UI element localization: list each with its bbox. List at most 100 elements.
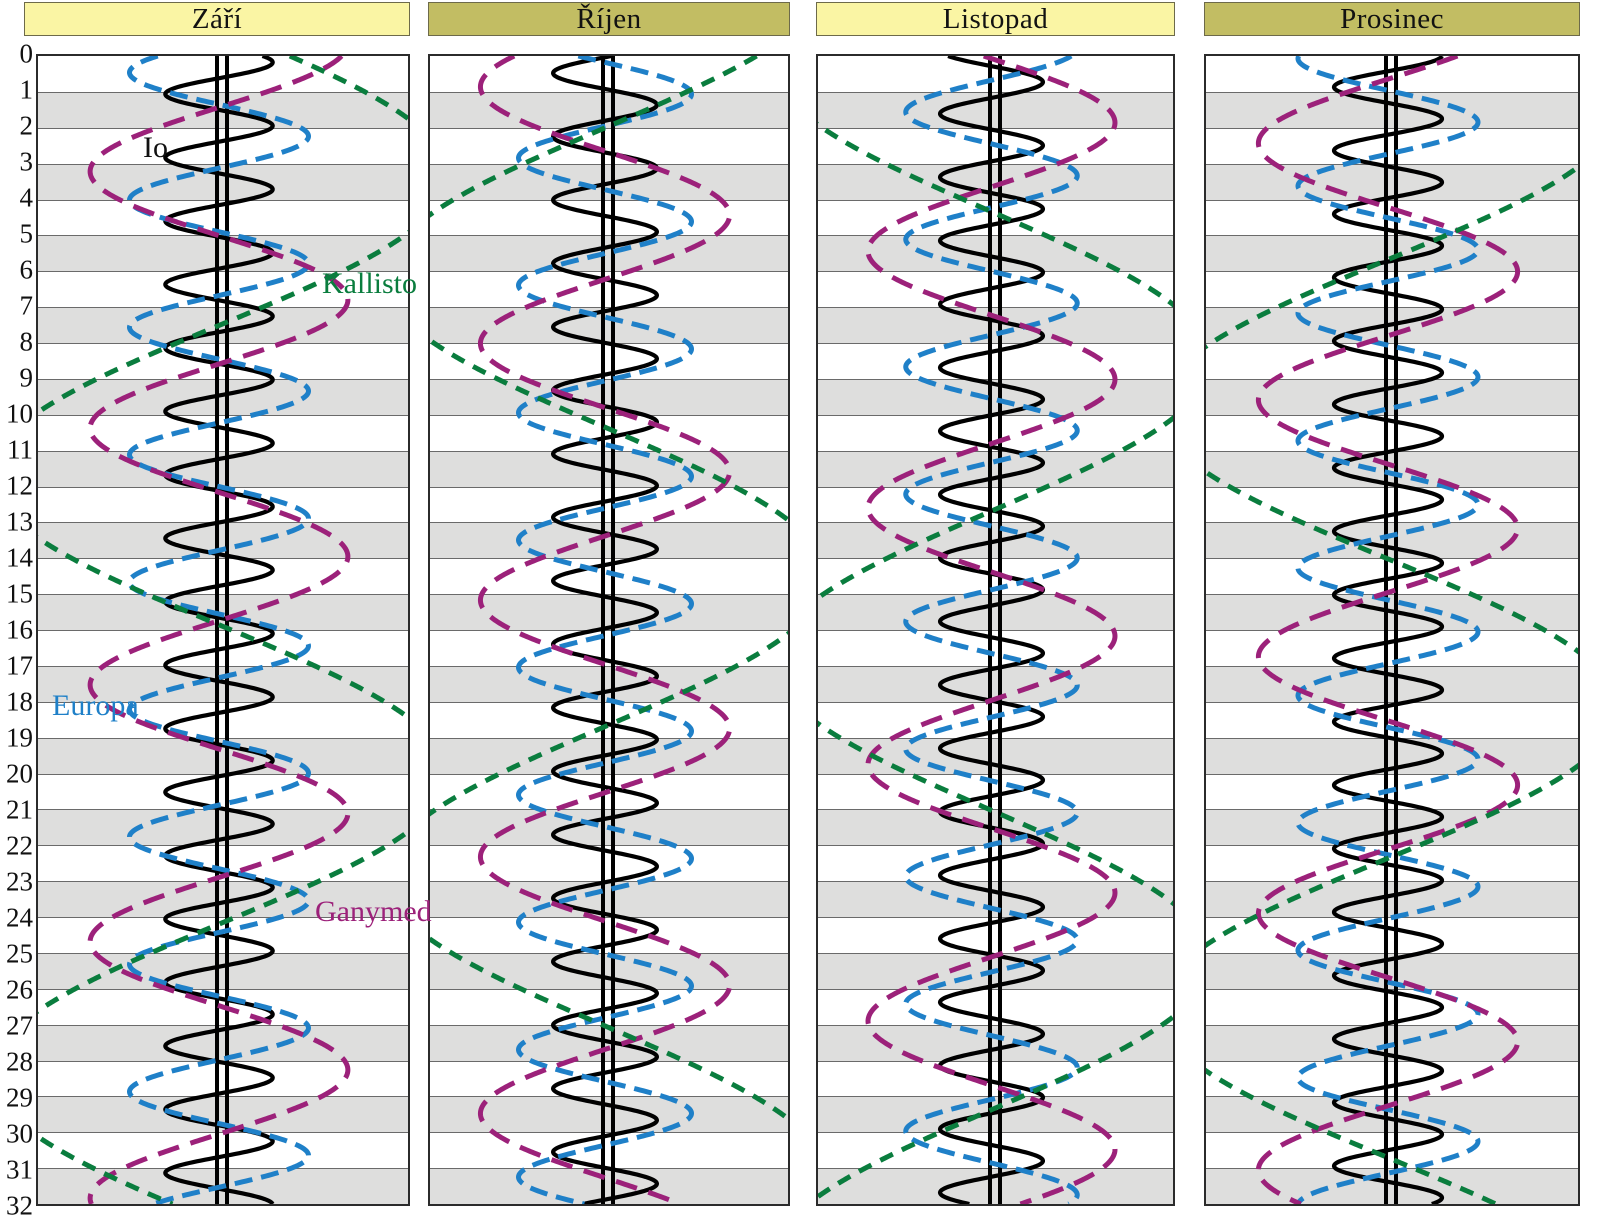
day-gridline [430, 809, 788, 811]
day-tick-10: 10 [6, 398, 33, 429]
day-gridline [430, 845, 788, 847]
day-gridline [430, 378, 788, 380]
day-gridline [1206, 271, 1578, 273]
day-gridline [1206, 701, 1578, 703]
day-stripe [1206, 163, 1578, 200]
day-gridline [818, 486, 1173, 488]
month-panel-prosinec [1204, 54, 1580, 1206]
day-stripe [1206, 522, 1578, 559]
day-gridline [430, 199, 788, 201]
day-stripe [430, 881, 788, 917]
day-stripe [818, 665, 1173, 702]
day-gridline [818, 127, 1173, 129]
day-gridline [430, 594, 788, 596]
day-tick-32: 32 [6, 1190, 33, 1221]
moon-track-io [937, 56, 1046, 1204]
moon-track-ganymed [865, 56, 1118, 1204]
day-gridline [1206, 594, 1578, 596]
day-tick-13: 13 [6, 506, 33, 537]
day-gridline [818, 1060, 1173, 1062]
moon-track-kallisto [430, 56, 788, 1122]
day-gridline [818, 450, 1173, 452]
day-gridline [818, 1132, 1173, 1134]
jupiter-limb-line-0 [1384, 56, 1388, 1204]
day-gridline [818, 91, 1173, 93]
day-stripe [818, 307, 1173, 343]
day-tick-25: 25 [6, 938, 33, 969]
day-gridline [1206, 235, 1578, 237]
month-panel-rijen [428, 54, 790, 1206]
day-gridline [1206, 343, 1578, 344]
jupiter-limb-line-1 [1394, 56, 1398, 1204]
day-stripe [1206, 450, 1578, 487]
day-tick-26: 26 [6, 974, 33, 1005]
day-gridline [818, 1168, 1173, 1170]
day-gridline [38, 845, 408, 847]
day-tick-24: 24 [6, 902, 33, 933]
day-gridline [38, 952, 408, 954]
day-tick-15: 15 [6, 578, 33, 609]
day-gridline [430, 91, 788, 93]
day-gridline [430, 414, 788, 416]
jupiter-limb-line-1 [997, 56, 1002, 1204]
moon-label-io: Io [143, 131, 168, 164]
day-gridline [38, 378, 408, 380]
day-tick-5: 5 [19, 218, 34, 249]
day-stripe [38, 881, 408, 917]
day-gridline [38, 1096, 408, 1098]
day-stripe [38, 163, 408, 200]
jupiter-limb-line-0 [215, 56, 219, 1204]
day-gridline [38, 91, 408, 93]
day-tick-19: 19 [6, 722, 33, 753]
day-gridline [818, 773, 1173, 775]
day-tick-31: 31 [6, 1154, 33, 1185]
moon-track-io [1331, 56, 1445, 1204]
day-tick-1: 1 [19, 74, 34, 105]
day-gridline [818, 199, 1173, 201]
day-tick-29: 29 [6, 1082, 33, 1113]
day-stripe [430, 594, 788, 630]
day-tick-18: 18 [6, 686, 33, 717]
day-gridline [430, 450, 788, 452]
day-gridline [1206, 91, 1578, 93]
day-gridline [1206, 1060, 1578, 1062]
moon-label-ganymed: Ganymed [315, 895, 432, 928]
day-gridline [430, 1132, 788, 1134]
day-gridline [38, 737, 408, 739]
day-stripe [430, 235, 788, 272]
day-gridline [818, 809, 1173, 811]
day-gridline [430, 1096, 788, 1098]
day-stripe [1206, 809, 1578, 846]
day-gridline [1206, 414, 1578, 416]
day-tick-30: 30 [6, 1118, 33, 1149]
moon-track-kallisto [1206, 164, 1578, 1204]
day-gridline [38, 450, 408, 452]
day-tick-17: 17 [6, 650, 33, 681]
day-gridline [430, 522, 788, 524]
day-gridline [1206, 630, 1578, 631]
month-header-0: Září [24, 2, 410, 36]
day-tick-3: 3 [19, 146, 34, 177]
jupiter-limb-line-0 [987, 56, 992, 1204]
day-gridline [818, 558, 1173, 560]
day-gridline [818, 988, 1173, 990]
day-gridline [430, 307, 788, 309]
day-gridline [1206, 307, 1578, 309]
moon-track-kallisto [38, 56, 408, 1204]
day-tick-28: 28 [6, 1046, 33, 1077]
day-gridline [1206, 163, 1578, 165]
day-gridline [430, 630, 788, 631]
moon-track-io [550, 56, 660, 1204]
day-tick-23: 23 [6, 866, 33, 897]
day-gridline [818, 343, 1173, 344]
day-tick-14: 14 [6, 542, 33, 573]
moon-curves [38, 56, 408, 1204]
moon-curves [1206, 56, 1578, 1204]
day-gridline [38, 917, 408, 918]
day-gridline [38, 988, 408, 990]
day-gridline [38, 665, 408, 667]
day-gridline [38, 594, 408, 596]
day-tick-27: 27 [6, 1010, 33, 1041]
day-stripe [430, 307, 788, 343]
day-gridline [818, 522, 1173, 524]
